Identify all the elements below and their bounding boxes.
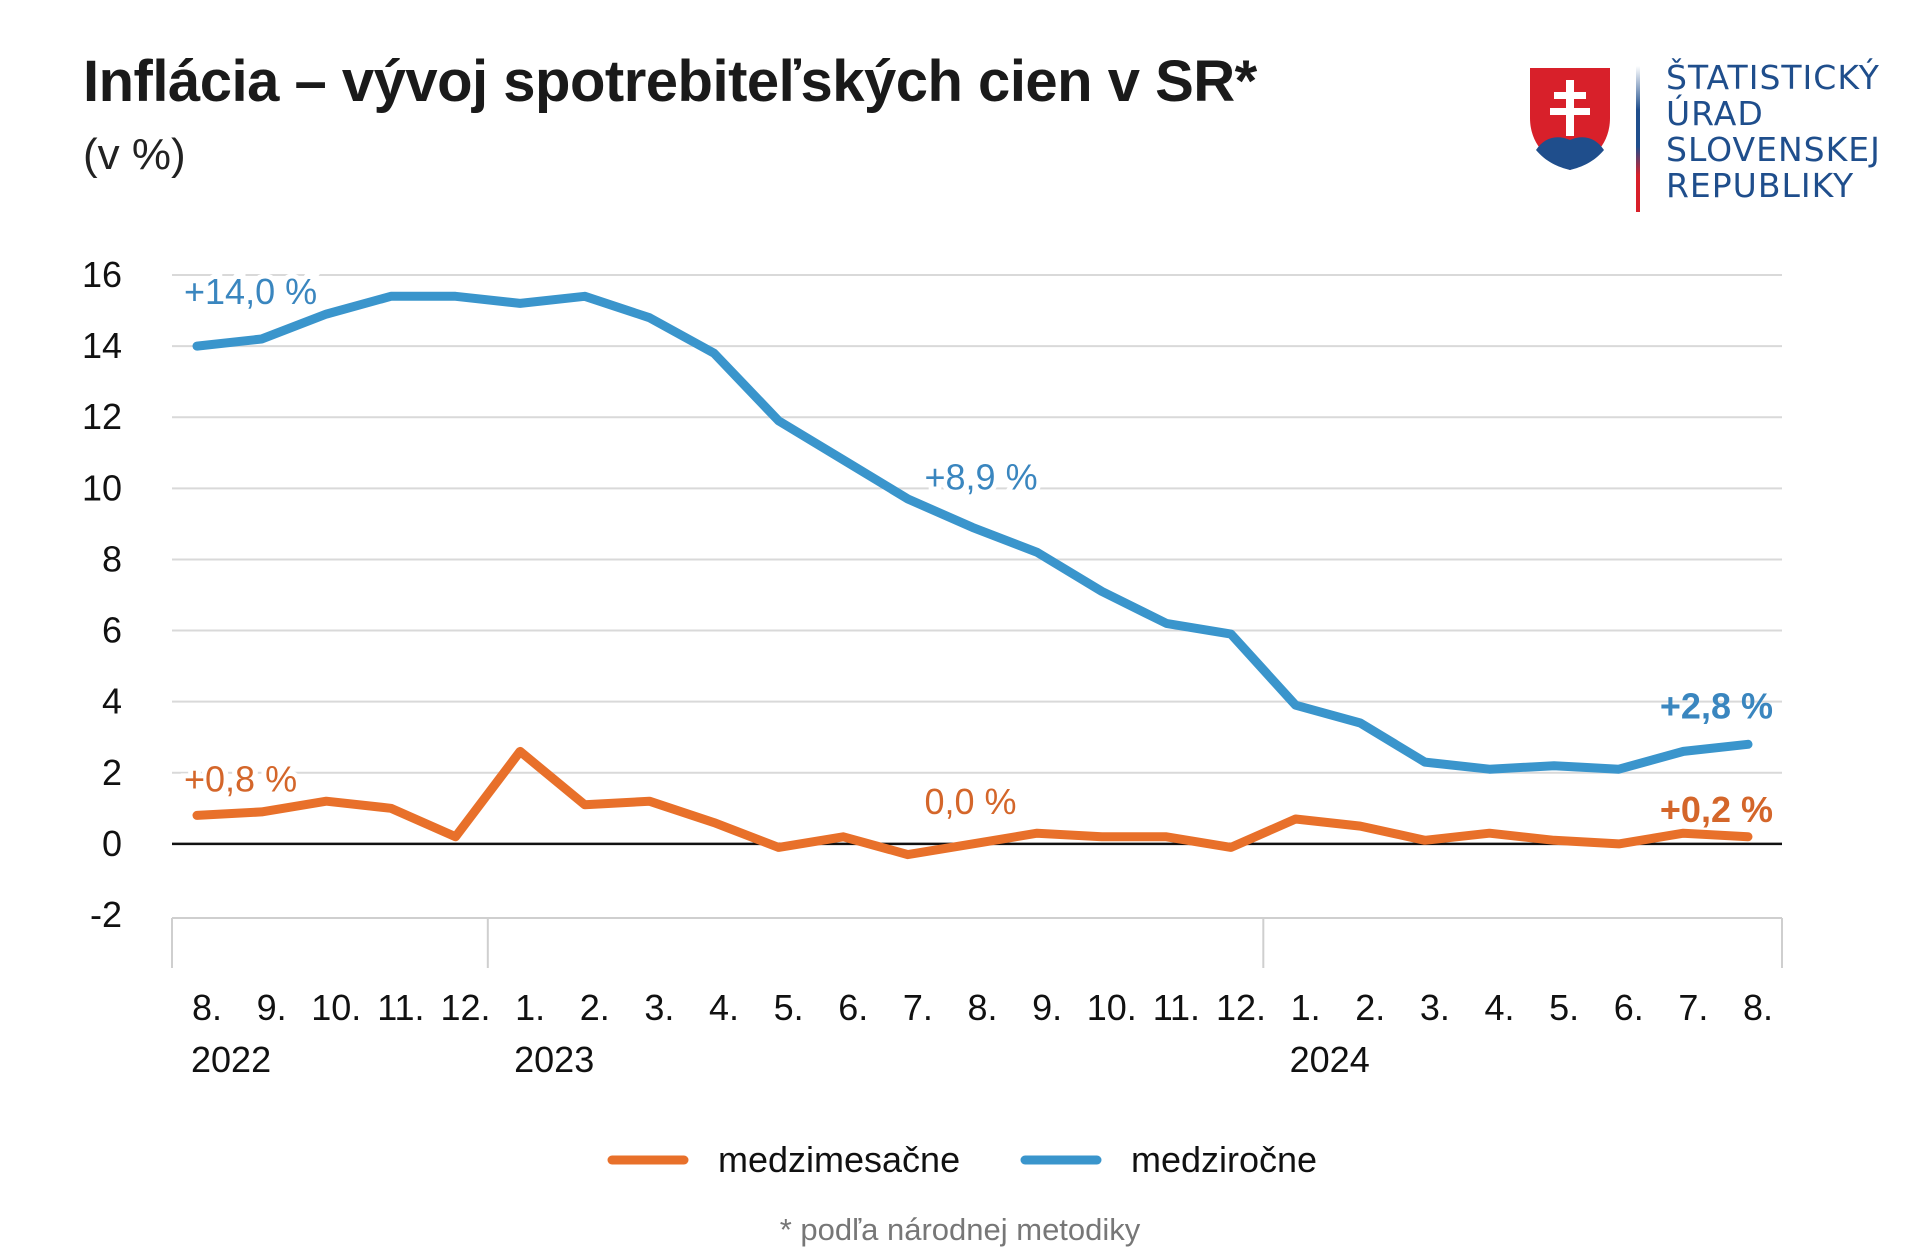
data-label: +0,2 % (1660, 789, 1773, 830)
logo-text: ŠTATISTICKÝ ÚRAD SLOVENSKEJ REPUBLIKY (1666, 60, 1881, 204)
y-tick-label: 10 (82, 467, 122, 508)
x-tick-label: 4. (709, 987, 739, 1028)
statistical-office-logo: ŠTATISTICKÝ ÚRAD SLOVENSKEJ REPUBLIKY (1528, 60, 1888, 220)
x-tick-label: 1. (515, 987, 545, 1028)
x-tick-label: 8. (192, 987, 222, 1028)
x-tick-label: 6. (1614, 987, 1644, 1028)
data-label: +14,0 % (184, 271, 317, 312)
data-label: 0,0 % (925, 781, 1017, 822)
series-line-monthly (192, 746, 1753, 860)
x-tick-label: 11. (377, 987, 424, 1028)
x-tick-label: 12. (440, 987, 490, 1028)
x-tick-label: 2. (580, 987, 610, 1028)
x-tick-label: 9. (1032, 987, 1062, 1028)
data-label: +0,8 % (184, 758, 297, 799)
x-tick-label: 3. (644, 987, 674, 1028)
y-tick-label: -2 (90, 894, 122, 935)
legend-label: medzimesačne (718, 1139, 960, 1180)
footnote: * podľa národnej metodiky (779, 1212, 1141, 1247)
chart-title: Inflácia – vývoj spotrebiteľských cien v… (83, 49, 1257, 114)
logo-line-2: ÚRAD (1666, 94, 1764, 133)
data-label: +2,8 % (1660, 685, 1773, 726)
x-tick-label: 5. (1549, 987, 1579, 1028)
x-tick-label: 5. (774, 987, 804, 1028)
legend-label: medziročne (1131, 1139, 1317, 1180)
x-tick-label: 11. (1153, 987, 1200, 1028)
x-tick-label: 6. (838, 987, 868, 1028)
x-tick-label: 4. (1484, 987, 1514, 1028)
y-tick-label: 12 (82, 396, 122, 437)
x-tick-label: 2. (1355, 987, 1385, 1028)
x-tick-label: 12. (1216, 987, 1266, 1028)
data-label: +8,9 % (925, 456, 1038, 497)
logo-line-4: REPUBLIKY (1666, 166, 1855, 205)
y-tick-label: 4 (102, 681, 122, 722)
logo-divider (1636, 66, 1640, 212)
x-tick-label: 1. (1291, 987, 1321, 1028)
y-tick-label: 8 (102, 538, 122, 579)
x-year-label: 2024 (1290, 1039, 1370, 1080)
x-tick-label: 3. (1420, 987, 1450, 1028)
x-tick-label: 10. (311, 987, 361, 1028)
chart-subtitle: (v %) (83, 130, 186, 179)
x-tick-label: 7. (1678, 987, 1708, 1028)
x-year-label: 2022 (191, 1039, 271, 1080)
series-line-yearly (192, 291, 1753, 774)
x-tick-label: 7. (903, 987, 933, 1028)
x-tick-label: 8. (1743, 987, 1773, 1028)
x-tick-label: 9. (257, 987, 287, 1028)
y-tick-label: 16 (82, 254, 122, 295)
x-tick-label: 8. (967, 987, 997, 1028)
logo-line-3: SLOVENSKEJ (1666, 130, 1881, 169)
x-tick-label: 10. (1087, 987, 1137, 1028)
logo-line-1: ŠTATISTICKÝ (1666, 58, 1880, 97)
coat-of-arms-icon (1530, 68, 1610, 170)
y-tick-label: 0 (102, 823, 122, 864)
y-tick-label: 6 (102, 610, 122, 651)
y-tick-label: 14 (82, 325, 122, 366)
x-year-label: 2023 (514, 1039, 594, 1080)
y-tick-label: 2 (102, 752, 122, 793)
